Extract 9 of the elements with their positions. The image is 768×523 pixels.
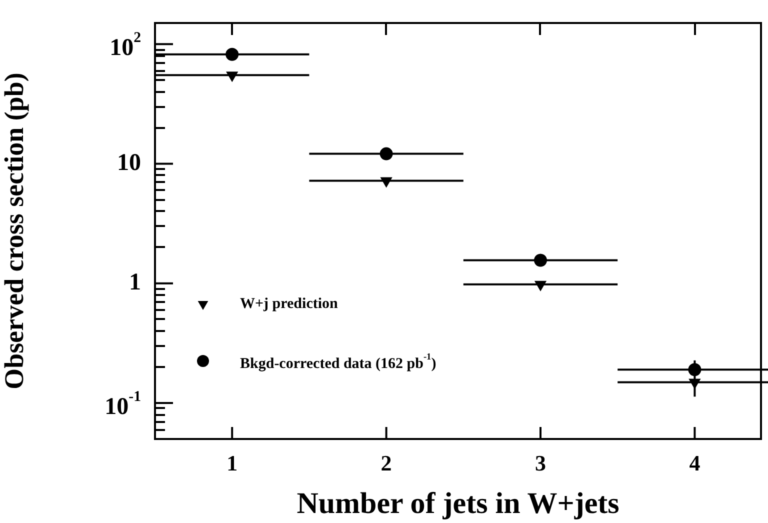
x-tick-label: 1 [226, 450, 238, 476]
y-tick-label: 1 [129, 270, 141, 296]
x-tick-label: 4 [689, 450, 700, 476]
x-tick-label: 2 [380, 450, 392, 476]
legend-label: W+j prediction [240, 296, 339, 312]
y-axis-title: Observed cross section (pb) [0, 72, 30, 390]
x-tick-label: 3 [534, 450, 546, 476]
y-tick-label: 10 [117, 150, 141, 176]
x-axis-title: Number of jets in W+jets [296, 486, 620, 520]
